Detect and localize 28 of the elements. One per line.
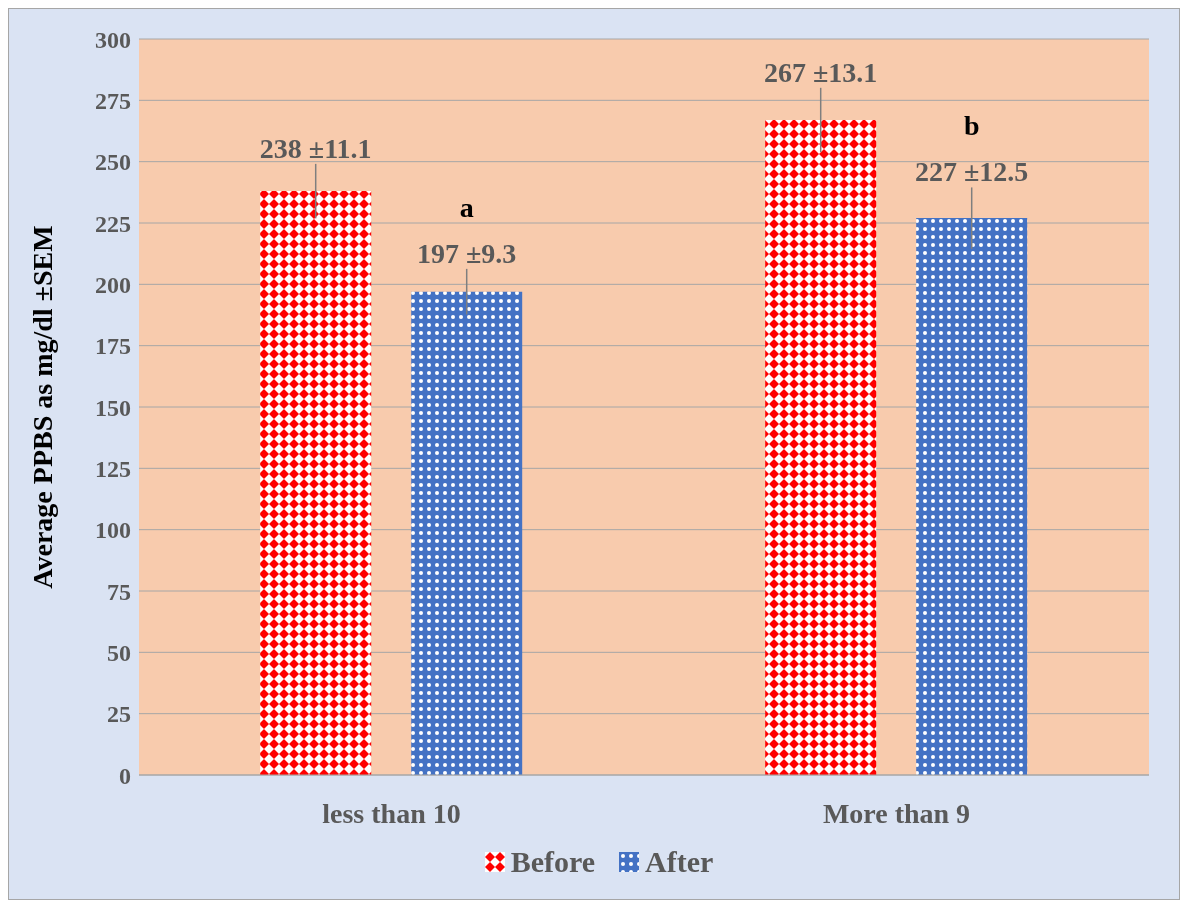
annotation: a (459, 191, 474, 223)
y-tick-label: 225 (95, 210, 131, 237)
y-tick-label: 150 (95, 394, 131, 421)
y-tick-label: 50 (107, 639, 131, 666)
data-label: 238 ±11.1 (259, 132, 372, 164)
y-tick-label: 175 (95, 333, 131, 360)
data-label: 227 ±12.5 (915, 156, 1029, 188)
y-tick-label: 275 (95, 87, 131, 114)
y-tick-label: 0 (119, 762, 131, 789)
legend-label: Before (510, 845, 596, 879)
data-label: 267 ±13.1 (764, 56, 878, 88)
bar (411, 291, 523, 775)
bar (765, 119, 877, 775)
bar (260, 191, 372, 775)
data-label: 197 ±9.3 (417, 237, 517, 269)
bar (916, 218, 1028, 775)
annotation: b (963, 110, 980, 142)
y-tick-label: 100 (95, 517, 131, 544)
y-tick-label: 300 (95, 26, 131, 53)
x-tick-label: less than 10 (322, 797, 461, 829)
y-tick-label: 250 (95, 149, 131, 176)
legend-label: After (645, 845, 714, 879)
y-tick-label: 125 (95, 455, 131, 482)
y-tick-label: 25 (107, 701, 131, 728)
y-tick-label: 200 (95, 271, 131, 298)
y-tick-label: 75 (107, 578, 131, 605)
x-tick-label: More than 9 (822, 797, 971, 829)
y-axis-title: Average PPBS as mg/dl ±SEM (26, 225, 58, 589)
